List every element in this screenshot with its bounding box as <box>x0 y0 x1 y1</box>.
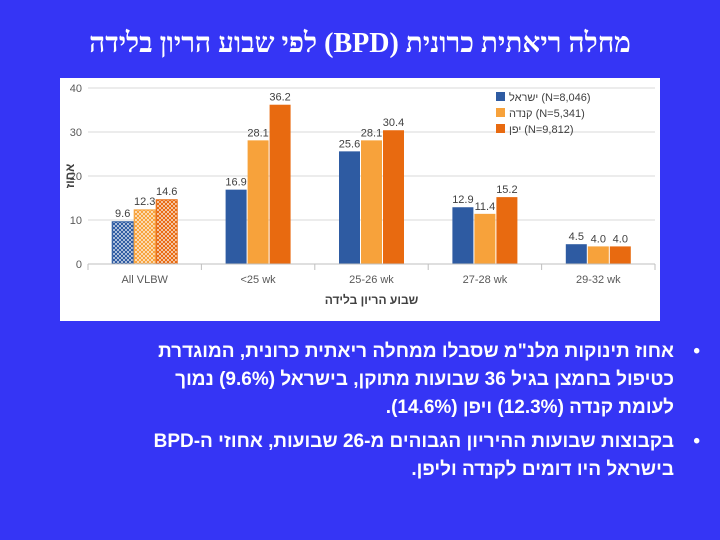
y-tick-label: 0 <box>76 259 82 271</box>
bar <box>361 140 382 264</box>
slide-title: מחלה ריאתית כרונית (BPD) לפי שבוע הריון … <box>89 28 631 59</box>
bar <box>609 246 631 264</box>
legend-swatch <box>496 124 505 133</box>
bullet-1-line-2: כטיפול בחמצן בגיל 36 שבועות מתוקן, בישרא… <box>175 369 674 390</box>
bar <box>587 246 609 264</box>
bullet-dot: • <box>693 431 700 452</box>
legend-swatch <box>496 92 505 101</box>
y-tick-label: 40 <box>70 83 82 95</box>
legend-swatch <box>496 108 505 117</box>
data-label: 4.0 <box>613 233 628 245</box>
x-tick-label: 29-32 wk <box>576 274 621 286</box>
bar <box>155 199 178 265</box>
chart-svg: 0 10 20 30 40 אחוז All VLBW 9.6 12.314.6 <25 wk 16… <box>63 83 656 307</box>
y-tick-label: 30 <box>70 127 82 139</box>
bar <box>339 151 360 264</box>
bullet-2-line-1: בקבוצות שבועות ההיריון הגבוהים מ-26 שבוע… <box>153 431 674 452</box>
bar <box>269 104 291 264</box>
bullet-2-line-2: בישראל היו דומים לקנדה וליפן. <box>411 459 674 480</box>
y-tick-label: 20 <box>70 171 82 183</box>
data-label: 36.2 <box>269 92 290 104</box>
bar <box>247 140 269 264</box>
data-label: 12.3 <box>134 196 155 208</box>
data-label: 4.0 <box>591 233 606 245</box>
x-tick-label: <25 wk <box>241 274 277 286</box>
data-label: 12.9 <box>452 194 473 206</box>
data-label: 9.6 <box>115 208 130 220</box>
bullet-1-line-3: לעומת קנדה (12.3%) ויפן (14.6%). <box>385 397 674 418</box>
bar <box>452 207 474 264</box>
bullet-1-line-1: אחוז תינוקות מלנ"מ שסבלו ממחלה ריאתית כר… <box>158 341 674 362</box>
data-label: 4.5 <box>569 231 584 243</box>
x-axis-label: שבוע הריון בלידה <box>325 293 419 307</box>
y-tick-label: 10 <box>70 215 82 227</box>
data-label: 16.9 <box>225 177 246 189</box>
legend-label: יפן (N=9,812) <box>509 124 573 136</box>
bar <box>496 197 518 264</box>
bar <box>383 130 404 264</box>
data-label: 14.6 <box>156 186 177 198</box>
data-label: 28.1 <box>247 127 268 139</box>
bullet-item-1: • אחוז תינוקות מלנ"מ שסבלו ממחלה ריאתית … <box>30 338 700 422</box>
x-tick-label: 25-26 wk <box>349 274 394 286</box>
bullet-list: • אחוז תינוקות מלנ"מ שסבלו ממחלה ריאתית … <box>30 338 700 490</box>
x-tick-label: All VLBW <box>121 274 168 286</box>
bullet-item-2: • בקבוצות שבועות ההיריון הגבוהים מ-26 שב… <box>30 428 700 484</box>
bar <box>111 221 134 265</box>
data-label: 15.2 <box>496 184 517 196</box>
data-label: 28.1 <box>361 127 382 139</box>
x-tick-label: 27-28 wk <box>463 274 508 286</box>
bar <box>565 244 587 264</box>
data-label: 11.4 <box>475 201 496 213</box>
bullet-dot: • <box>693 341 700 362</box>
bar <box>474 213 496 264</box>
data-label: 30.4 <box>383 117 404 129</box>
bar <box>225 189 247 264</box>
legend-label: ישראל (N=8,046) <box>509 91 591 104</box>
legend-label: קנדה (N=5,341) <box>509 108 585 120</box>
bar-chart: 0 10 20 30 40 אחוז All VLBW 9.6 12.3 14.6 <25 wk 16… <box>60 78 660 321</box>
bar <box>133 209 156 265</box>
data-label: 25.6 <box>339 138 360 150</box>
y-axis-label: אחוז <box>63 164 77 189</box>
